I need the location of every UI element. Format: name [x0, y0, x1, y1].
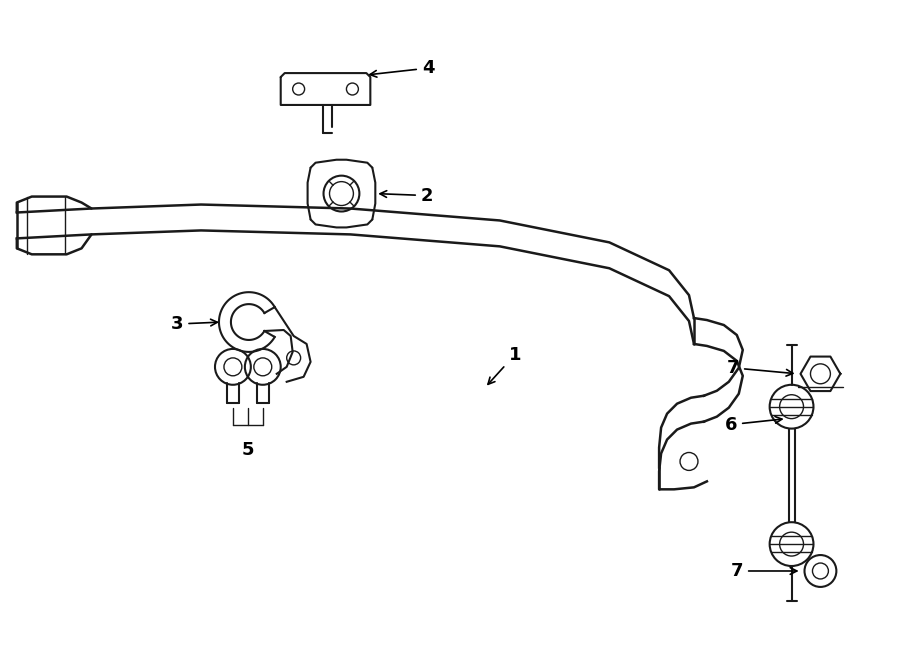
- Text: 5: 5: [241, 440, 254, 459]
- Text: 7: 7: [731, 562, 796, 580]
- Text: 3: 3: [171, 315, 217, 333]
- Text: 6: 6: [724, 416, 782, 434]
- Text: 4: 4: [370, 59, 435, 77]
- Text: 2: 2: [380, 187, 433, 205]
- Text: 7: 7: [726, 359, 793, 377]
- Text: 1: 1: [488, 346, 521, 385]
